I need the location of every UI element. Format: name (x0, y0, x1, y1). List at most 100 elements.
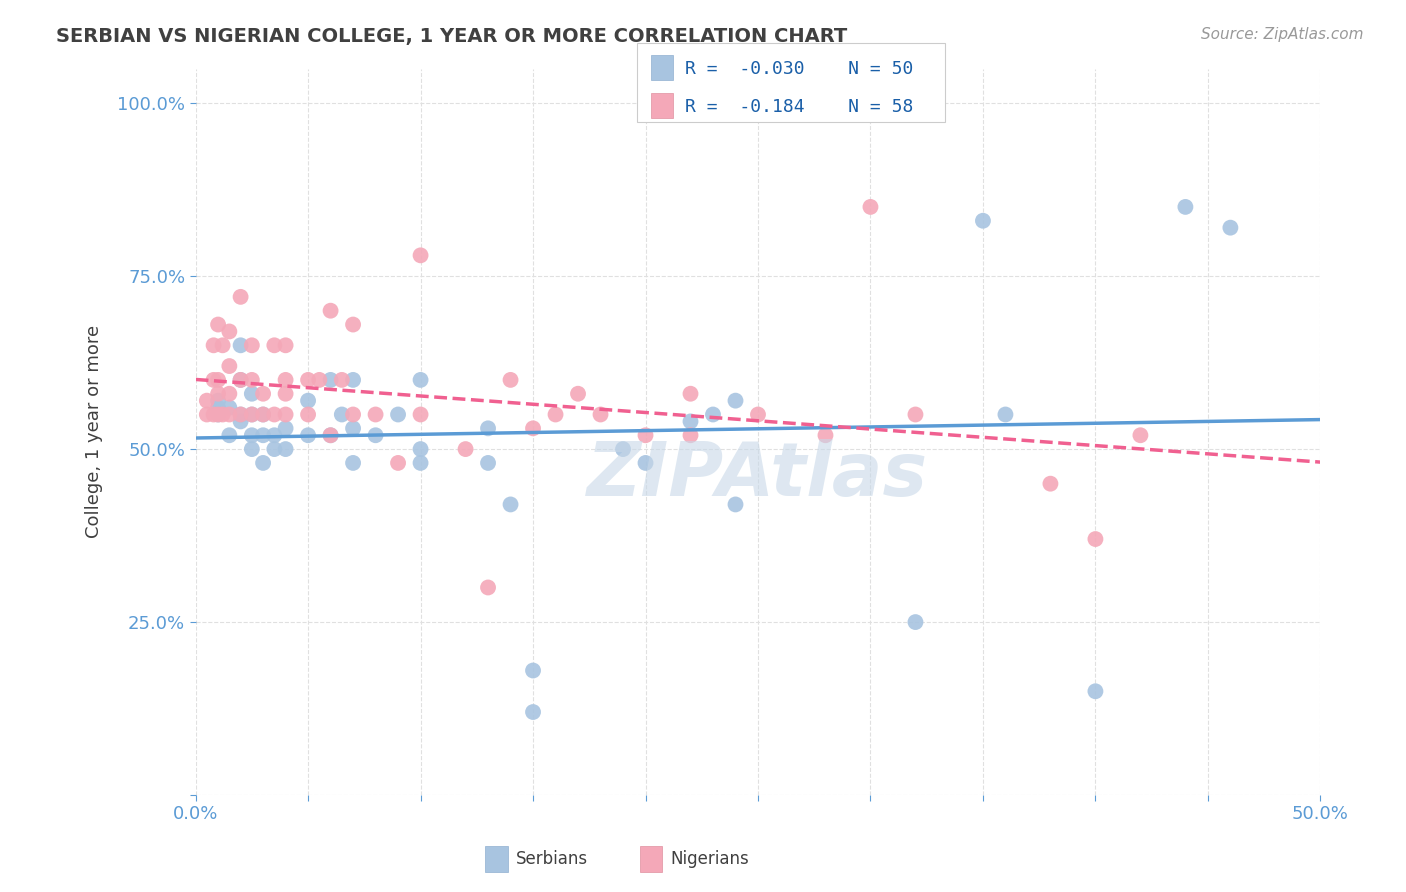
Text: Source: ZipAtlas.com: Source: ZipAtlas.com (1201, 27, 1364, 42)
Y-axis label: College, 1 year or more: College, 1 year or more (86, 326, 103, 539)
Point (364, 408, 387, 422)
Point (342, 421, 364, 435)
Point (364, 428, 387, 442)
Point (252, 456, 274, 470)
Point (409, 373, 432, 387)
Point (202, 373, 225, 387)
Point (218, 359, 240, 373)
Point (263, 408, 285, 422)
Point (274, 338, 297, 352)
Point (252, 428, 274, 442)
Point (229, 408, 252, 422)
Point (229, 408, 252, 422)
Point (240, 373, 263, 387)
Point (218, 401, 240, 415)
Point (211, 338, 233, 352)
Point (612, 442, 634, 456)
Point (499, 373, 522, 387)
Point (409, 408, 432, 422)
Point (297, 408, 319, 422)
Point (207, 318, 229, 332)
Point (522, 664, 544, 678)
Point (240, 408, 263, 422)
Point (589, 408, 612, 422)
Point (229, 414, 252, 428)
Point (904, 408, 927, 422)
Point (747, 408, 769, 422)
Point (1219, 220, 1241, 235)
Point (274, 421, 297, 435)
Point (972, 213, 994, 227)
Point (252, 408, 274, 422)
Point (1084, 684, 1107, 698)
Text: SERBIAN VS NIGERIAN COLLEGE, 1 YEAR OR MORE CORRELATION CHART: SERBIAN VS NIGERIAN COLLEGE, 1 YEAR OR M… (56, 27, 848, 45)
Point (195, 393, 218, 408)
Point (522, 421, 544, 435)
Point (702, 408, 724, 422)
Point (477, 421, 499, 435)
Point (1039, 476, 1062, 491)
Point (342, 456, 364, 470)
Point (274, 408, 297, 422)
Point (240, 408, 263, 422)
Point (274, 442, 297, 456)
Point (202, 408, 225, 422)
Point (240, 442, 263, 456)
Point (634, 456, 657, 470)
Point (522, 705, 544, 719)
Point (263, 428, 285, 442)
Point (240, 338, 263, 352)
Text: Nigerians: Nigerians (671, 850, 749, 868)
Point (724, 498, 747, 512)
Point (342, 318, 364, 332)
Point (814, 428, 837, 442)
Point (499, 498, 522, 512)
Point (409, 248, 432, 262)
Point (679, 428, 702, 442)
Point (252, 386, 274, 401)
Point (218, 408, 240, 422)
Point (319, 428, 342, 442)
Point (544, 408, 567, 422)
Point (263, 338, 285, 352)
Point (724, 393, 747, 408)
Point (477, 456, 499, 470)
Text: Serbians: Serbians (516, 850, 588, 868)
Point (477, 581, 499, 595)
Point (1084, 532, 1107, 546)
Point (308, 373, 330, 387)
Point (319, 428, 342, 442)
Point (1129, 428, 1152, 442)
Point (229, 290, 252, 304)
Text: R =  -0.184    N = 58: R = -0.184 N = 58 (685, 98, 912, 116)
Point (218, 428, 240, 442)
Point (218, 325, 240, 339)
Point (229, 373, 252, 387)
Point (240, 386, 263, 401)
Text: ZIPAtlas: ZIPAtlas (588, 439, 928, 512)
Point (207, 393, 229, 408)
Point (207, 408, 229, 422)
Point (387, 408, 409, 422)
Point (904, 615, 927, 629)
Point (263, 442, 285, 456)
Point (207, 386, 229, 401)
Point (297, 428, 319, 442)
Point (342, 408, 364, 422)
Point (409, 442, 432, 456)
Point (240, 428, 263, 442)
Point (274, 386, 297, 401)
Point (195, 408, 218, 422)
Point (330, 373, 353, 387)
Point (252, 408, 274, 422)
Point (679, 386, 702, 401)
Point (229, 338, 252, 352)
Point (454, 442, 477, 456)
Text: R =  -0.030    N = 50: R = -0.030 N = 50 (685, 60, 912, 78)
Point (994, 408, 1017, 422)
Point (297, 393, 319, 408)
Point (567, 386, 589, 401)
Point (859, 200, 882, 214)
Point (634, 428, 657, 442)
Point (387, 456, 409, 470)
